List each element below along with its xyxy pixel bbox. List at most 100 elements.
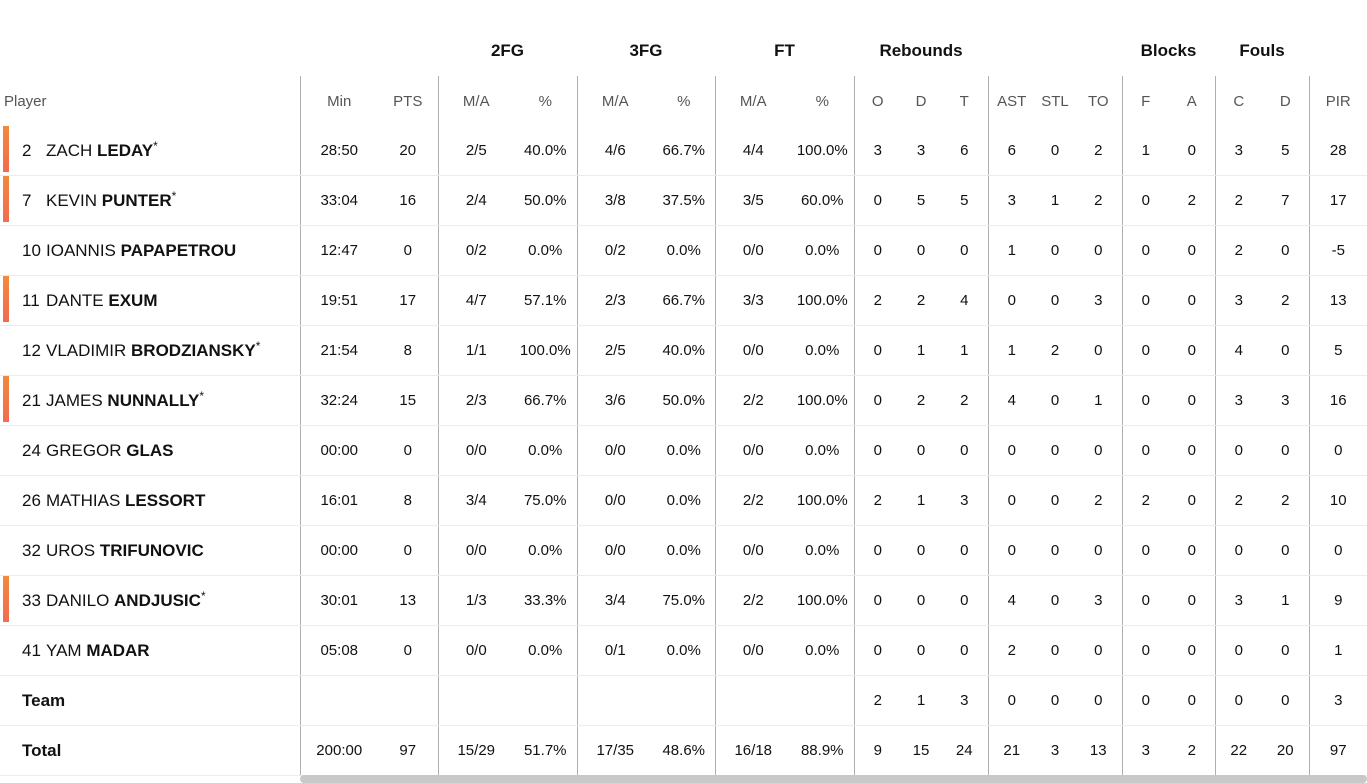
starter-indicator — [3, 376, 9, 422]
player-row[interactable]: 41 YAM MADAR 05:08 0 0/0 0.0% 0/1 0.0% 0/0 0.0% 0 0… — [0, 625, 1367, 676]
player-row[interactable]: 24 GREGOR GLAS 00:00 0 0/0 0.0% 0/0 0.0% 0/0 0.0%… — [0, 425, 1367, 476]
player-name-cell[interactable]: 11 DANTE EXUM — [0, 275, 300, 326]
cell-fg3-pct: 50.0% — [653, 375, 715, 426]
cell-reb-d: 1 — [901, 325, 941, 376]
cell-reb-t: 1 — [941, 325, 988, 376]
col-3fg-pct[interactable]: % — [677, 92, 691, 110]
cell-reb-t: 0 — [941, 225, 988, 276]
cell-fg3-pct: 75.0% — [653, 575, 715, 626]
cell-foul-d: 0 — [1262, 625, 1309, 676]
cell-ast: 1 — [987, 325, 1035, 376]
player-name-cell[interactable]: 41 YAM MADAR — [0, 625, 300, 676]
cell-ft-pct: 0.0% — [791, 425, 854, 476]
player-row[interactable]: 11 DANTE EXUM 19:51 17 4/7 57.1% 2/3 66.7% 3/3 10… — [0, 275, 1367, 326]
col-pts[interactable]: PTS — [393, 92, 423, 110]
cell-reb-o: 2 — [853, 675, 901, 726]
col-2fg-ma[interactable]: M/A — [437, 76, 514, 126]
cell-reb-t: 24 — [941, 725, 988, 776]
horizontal-scrollbar[interactable] — [300, 775, 1367, 783]
col-to[interactable]: TO — [1087, 92, 1109, 110]
cell-fg3-pct: 0.0% — [653, 525, 715, 576]
col-3fg-ma[interactable]: M/A — [576, 76, 653, 126]
cell-foul-c: 0 — [1214, 625, 1262, 676]
cell-ast: 6 — [987, 126, 1035, 176]
player-name-cell[interactable]: 24 GREGOR GLAS — [0, 425, 300, 476]
cell-foul-c: 3 — [1214, 575, 1262, 626]
col-blk-a[interactable]: A — [1186, 92, 1197, 110]
col-player[interactable]: Player — [4, 92, 47, 110]
player-row[interactable]: 33 DANILO ANDJUSIC* 30:01 13 1/3 33.3% 3/4 75.0… — [0, 575, 1367, 626]
cell-stl: 0 — [1035, 225, 1075, 276]
player-last-name: TRIFUNOVIC — [99, 540, 204, 560]
col-foul-d[interactable]: D — [1279, 92, 1291, 110]
col-ast[interactable]: AST — [987, 76, 1035, 126]
cell-reb-t: 0 — [941, 625, 988, 676]
cell-ft-ma: 0/0 — [714, 525, 791, 576]
col-stl[interactable]: STL — [1041, 92, 1069, 110]
cell-reb-o: 0 — [853, 425, 901, 476]
cell-fg3-pct: 0.0% — [653, 425, 715, 476]
player-row[interactable]: 32 UROS TRIFUNOVIC 00:00 0 0/0 0.0% 0/0 0.0% 0/0… — [0, 525, 1367, 576]
cell-ast: 0 — [987, 275, 1035, 326]
cell-fg3-pct: 0.0% — [653, 475, 715, 526]
cell-ft-ma: 2/2 — [714, 375, 791, 426]
cell-reb-o: 0 — [853, 575, 901, 626]
cell-blk-a: 2 — [1169, 175, 1215, 226]
cell-pts: 16 — [378, 175, 438, 226]
group-fouls: Fouls — [1239, 41, 1285, 60]
cell-to: 0 — [1075, 625, 1122, 676]
cell-ft-pct: 100.0% — [791, 126, 854, 176]
player-row[interactable]: 7 KEVIN PUNTER* 33:04 16 2/4 50.0% 3/8 37.5% 3/5… — [0, 175, 1367, 226]
cell-stl: 0 — [1035, 275, 1075, 326]
cell-fg2-ma: 0/0 — [437, 525, 514, 576]
cell-stl: 0 — [1035, 525, 1075, 576]
player-number: 10 — [22, 240, 41, 260]
col-blk-f[interactable]: F — [1121, 76, 1169, 126]
cell-to: 2 — [1075, 126, 1122, 176]
player-row[interactable]: 12 VLADIMIR BRODZIANSKY* 21:54 8 1/1 100.0% 2/… — [0, 325, 1367, 376]
col-reb-t[interactable]: T — [959, 92, 969, 110]
col-ft-pct[interactable]: % — [815, 92, 829, 110]
player-name-cell[interactable]: 2 ZACH LEDAY* — [0, 126, 300, 176]
cell-fg3-ma: 17/35 — [576, 725, 653, 776]
cell-pts: 97 — [378, 725, 438, 776]
cell-pts: 20 — [378, 126, 438, 176]
cell-blk-f: 0 — [1121, 625, 1169, 676]
cell-ast: 3 — [987, 175, 1035, 226]
starter-indicator — [3, 176, 9, 222]
player-name-cell[interactable]: 33 DANILO ANDJUSIC* — [0, 575, 300, 626]
player-name-cell[interactable]: 12 VLADIMIR BRODZIANSKY* — [0, 325, 300, 376]
col-reb-o[interactable]: O — [853, 76, 901, 126]
cell-pir: 28 — [1308, 126, 1367, 176]
player-name-cell[interactable]: 26 MATHIAS LESSORT — [0, 475, 300, 526]
player-row[interactable]: 26 MATHIAS LESSORT 16:01 8 3/4 75.0% 0/0 0.0% 2/… — [0, 475, 1367, 526]
boxscore-body: 2 ZACH LEDAY* 28:50 20 2/5 40.0% 4/6 66.7% 4/4 10… — [0, 126, 1367, 776]
player-row[interactable]: 10 IOANNIS PAPAPETROU 12:47 0 0/2 0.0% 0/2 0.0%… — [0, 225, 1367, 276]
cell-fg2-pct: 0.0% — [514, 425, 577, 476]
player-name-cell[interactable]: 7 KEVIN PUNTER* — [0, 175, 300, 226]
starter-star: * — [200, 588, 206, 603]
player-row[interactable]: 21 JAMES NUNNALLY* 32:24 15 2/3 66.7% 3/6 50.0%… — [0, 375, 1367, 426]
player-number: 21 — [22, 390, 41, 410]
cell-stl: 0 — [1035, 126, 1075, 176]
col-ft-ma[interactable]: M/A — [714, 76, 791, 126]
player-name-cell[interactable]: 21 JAMES NUNNALLY* — [0, 375, 300, 426]
player-name-cell[interactable]: 10 IOANNIS PAPAPETROU — [0, 225, 300, 276]
cell-stl: 2 — [1035, 325, 1075, 376]
cell-ft-pct: 100.0% — [791, 475, 854, 526]
cell-pir: 13 — [1308, 275, 1367, 326]
player-last-name: PAPAPETROU — [120, 240, 237, 260]
player-row[interactable]: 2 ZACH LEDAY* 28:50 20 2/5 40.0% 4/6 66.7% 4/4 10… — [0, 126, 1367, 176]
cell-reb-d: 15 — [901, 725, 941, 776]
col-min[interactable]: Min — [299, 76, 378, 126]
col-pir[interactable]: PIR — [1308, 76, 1367, 126]
col-foul-c[interactable]: C — [1214, 76, 1262, 126]
cell-fg3-ma: 0/0 — [576, 475, 653, 526]
cell-foul-c: 3 — [1214, 126, 1262, 176]
cell-fg2-ma — [437, 675, 514, 726]
player-name-cell[interactable]: 32 UROS TRIFUNOVIC — [0, 525, 300, 576]
cell-pir: 10 — [1308, 475, 1367, 526]
col-reb-d[interactable]: D — [915, 92, 927, 110]
cell-foul-c: 3 — [1214, 375, 1262, 426]
col-2fg-pct[interactable]: % — [538, 92, 552, 110]
